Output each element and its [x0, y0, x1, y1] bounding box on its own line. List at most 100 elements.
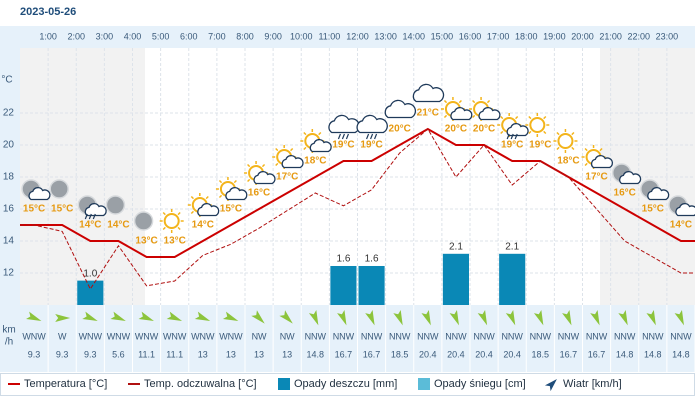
legend-label: Opady deszczu [mm] — [294, 378, 397, 390]
cloud — [384, 99, 417, 119]
sun-ray — [472, 99, 476, 104]
wind-arrow — [110, 311, 126, 322]
sun-ray — [556, 131, 560, 136]
hour-label: 8:00 — [236, 31, 254, 41]
wind-direction: NNW — [642, 331, 664, 341]
wind-direction: NNW — [586, 331, 608, 341]
sun-ray — [500, 115, 504, 120]
temperature-label: 20°C — [445, 124, 467, 135]
sun-ray — [218, 179, 223, 184]
wind-direction: NNW — [361, 331, 383, 341]
sun — [557, 133, 574, 149]
hour-label: 2:00 — [67, 31, 85, 41]
temperature-line — [20, 127, 695, 258]
hour-label: 5:00 — [152, 31, 170, 41]
temperature-label: 19°C — [501, 140, 523, 151]
wind-direction: NNW — [501, 331, 523, 341]
temperature-label: 14°C — [107, 220, 129, 231]
wind-direction: NNW — [614, 331, 636, 341]
sun-ray — [584, 162, 588, 167]
y-tick-label: 18 — [3, 172, 15, 183]
wind-arrow — [533, 310, 544, 326]
temperature-label: 17°C — [276, 172, 298, 183]
wind-arrow — [82, 311, 98, 322]
sun-ray — [584, 147, 588, 152]
rain-drop — [341, 133, 345, 140]
wind-direction: NNW — [473, 331, 495, 341]
sun-ray — [543, 130, 547, 135]
cloud — [356, 114, 388, 134]
sun-ray — [247, 163, 251, 168]
cloud — [309, 139, 332, 153]
cloud — [253, 171, 276, 185]
hour-label: 1:00 — [39, 31, 57, 41]
rain-drop — [370, 133, 374, 140]
hour-label: 14:00 — [402, 31, 425, 41]
sun-ray — [218, 194, 223, 199]
precip-bar — [77, 280, 104, 305]
hour-label: 17:00 — [487, 31, 510, 41]
temperature-label: 20°C — [389, 124, 411, 135]
moon — [49, 179, 69, 199]
wind-direction: WNW — [135, 331, 159, 341]
y-tick-label: 16 — [3, 204, 15, 215]
hour-label: 18:00 — [515, 31, 538, 41]
y-unit: °C — [1, 75, 12, 86]
sun-ray — [275, 147, 279, 152]
y-tick-label: 12 — [3, 268, 15, 279]
hour-label: 13:00 — [374, 31, 397, 41]
weather-icon — [581, 145, 614, 169]
rain-drop — [92, 213, 96, 220]
wind-arrow — [251, 310, 265, 324]
hour-label: 10:00 — [290, 31, 313, 41]
weather-icon — [553, 129, 578, 153]
rain-drop — [345, 133, 349, 140]
weather-icon — [668, 195, 695, 217]
wind-arrow — [562, 310, 572, 326]
sun-ray — [190, 210, 194, 215]
cloud — [412, 83, 445, 103]
cloud — [281, 155, 304, 169]
hour-label: 16:00 — [459, 31, 482, 41]
precip-label: 1.6 — [365, 254, 379, 265]
legend-swatch — [418, 378, 430, 390]
temperature-label: 18°C — [557, 156, 579, 167]
precip-label: 1.6 — [336, 254, 350, 265]
wind-arrow — [222, 311, 239, 322]
precip-label: 2.1 — [449, 241, 463, 252]
rain-drop — [510, 133, 514, 140]
weather-icon — [49, 179, 69, 199]
wind-direction: NNW — [333, 331, 355, 341]
wind-arrow — [138, 311, 154, 322]
wind-speed: 14.8 — [616, 349, 634, 359]
wind-direction: WNW — [79, 331, 103, 341]
rain-drop — [366, 133, 370, 140]
wind-speed: 14.8 — [307, 349, 325, 359]
legend-label: Temperatura [°C] — [24, 378, 107, 390]
weather-icon — [105, 195, 126, 215]
precip-bar — [358, 265, 385, 305]
wind-speed: 14.8 — [672, 349, 690, 359]
cloud — [675, 203, 695, 217]
wind-speed: 5.6 — [112, 349, 125, 359]
sun-ray — [205, 195, 209, 200]
weather-icon — [244, 161, 276, 185]
wind-arrow — [646, 310, 656, 326]
legend-label: Temp. odczuwalna [°C] — [144, 378, 257, 390]
temperature-label: 14°C — [192, 220, 214, 231]
sun-ray — [318, 131, 322, 136]
y-tick-label: 20 — [3, 140, 15, 151]
weather-icon — [356, 114, 388, 140]
wind-arrow — [26, 311, 42, 322]
wind-speed: 13 — [198, 349, 208, 359]
wind-arrow — [421, 310, 431, 326]
precip-bar — [442, 253, 469, 305]
wind-speed: 16.7 — [560, 349, 578, 359]
wind-speed: 13 — [282, 349, 292, 359]
temperature-label: 17°C — [585, 172, 607, 183]
sun-ray — [162, 226, 166, 231]
temperature-line — [20, 128, 695, 291]
wind-speed: 9.3 — [28, 349, 41, 359]
hour-label: 3:00 — [96, 31, 114, 41]
hour-label: 21:00 — [599, 31, 622, 41]
